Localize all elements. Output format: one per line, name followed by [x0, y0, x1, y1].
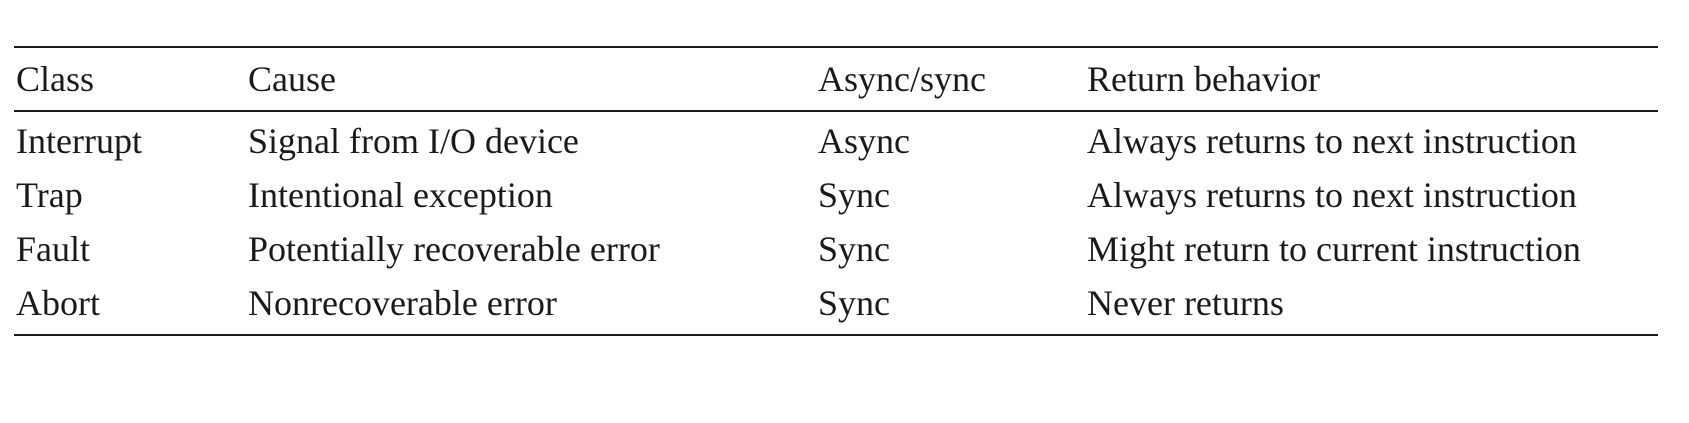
cell-class: Interrupt: [16, 121, 142, 161]
cell-return-behavior: Always returns to next instruction: [1087, 175, 1577, 215]
table-top-rule: [14, 46, 1658, 48]
cell-return-behavior: Never returns: [1087, 283, 1284, 323]
header-cause: Cause: [248, 59, 336, 99]
table-bottom-rule: [14, 334, 1658, 336]
table-header-rule: [14, 110, 1658, 112]
table-body: Interrupt Signal from I/O device Async A…: [14, 112, 1658, 334]
cell-class: Trap: [16, 175, 83, 215]
cell-async-sync: Async: [818, 121, 910, 161]
cell-class: Fault: [16, 229, 91, 269]
cell-async-sync: Sync: [818, 283, 890, 323]
cell-class: Abort: [16, 283, 100, 323]
cell-return-behavior: Always returns to next instruction: [1087, 121, 1577, 161]
table-row: Trap Intentional exception Sync Always r…: [14, 168, 1658, 222]
header-return-behavior: Return behavior: [1087, 59, 1320, 99]
exception-class-table: Class Cause Async/sync Return behavior I…: [14, 46, 1658, 336]
table-row: Fault Potentially recoverable error Sync…: [14, 222, 1658, 276]
cell-cause: Potentially recoverable error: [248, 229, 660, 269]
table-row: Interrupt Signal from I/O device Async A…: [14, 114, 1658, 168]
header-class: Class: [16, 59, 95, 99]
table-header-row: Class Cause Async/sync Return behavior: [14, 48, 1658, 110]
cell-cause: Intentional exception: [248, 175, 553, 215]
cell-return-behavior: Might return to current instruction: [1087, 229, 1581, 269]
header-async-sync: Async/sync: [818, 59, 986, 99]
cell-async-sync: Sync: [818, 175, 890, 215]
cell-cause: Signal from I/O device: [248, 121, 579, 161]
table-row: Abort Nonrecoverable error Sync Never re…: [14, 276, 1658, 330]
cell-cause: Nonrecoverable error: [248, 283, 557, 323]
cell-async-sync: Sync: [818, 229, 890, 269]
